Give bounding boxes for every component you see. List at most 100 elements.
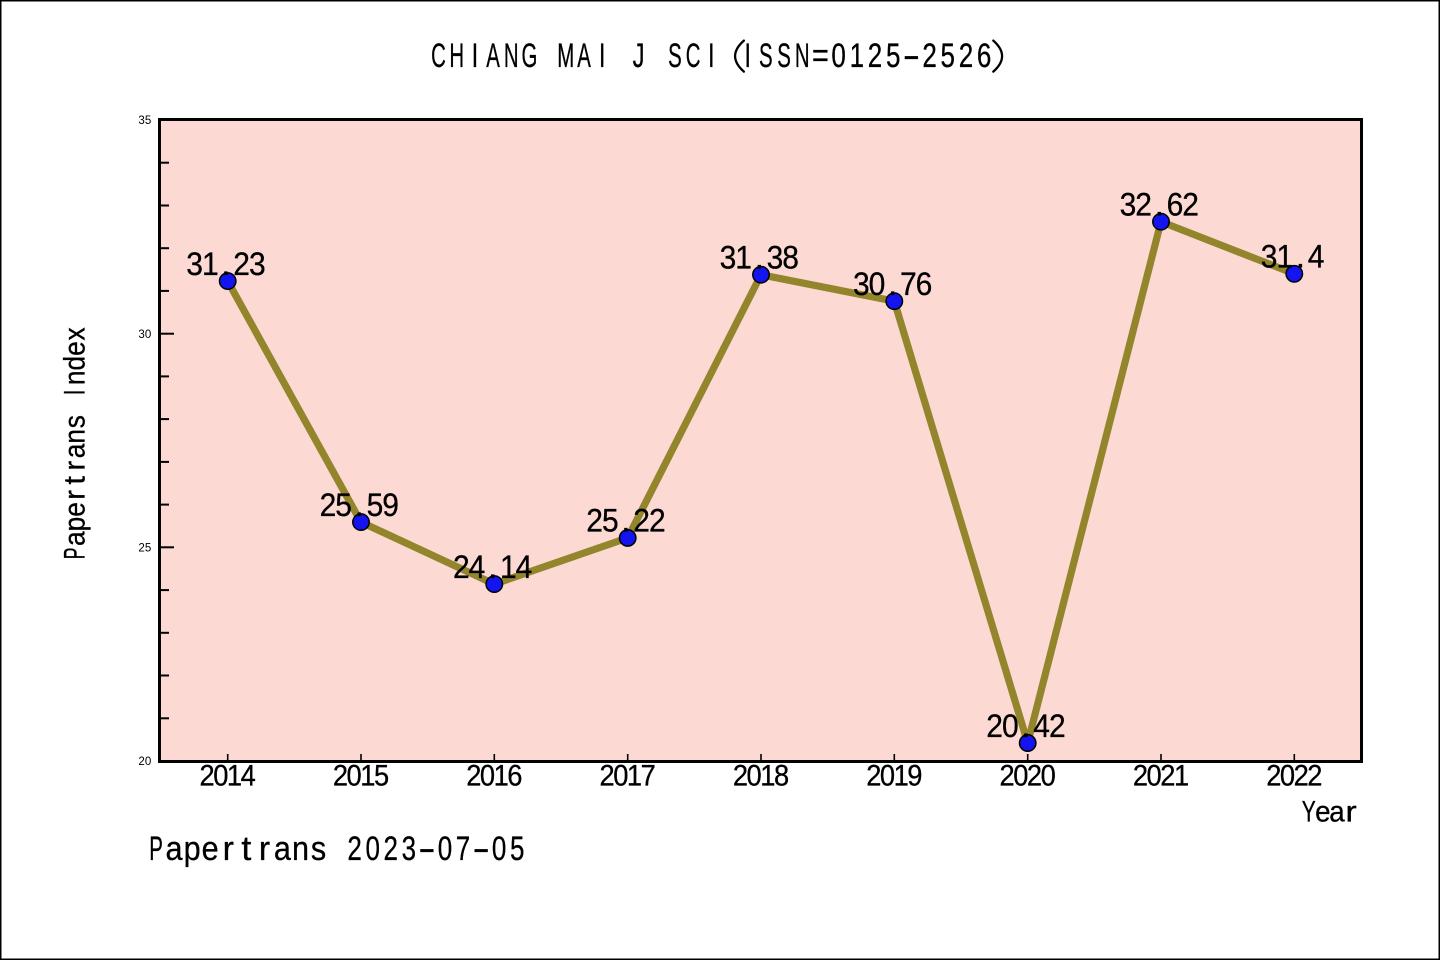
svg-text:2: 2 <box>1135 186 1152 222</box>
svg-text:5: 5 <box>374 759 389 792</box>
svg-text:0: 0 <box>365 831 379 868</box>
svg-text:p: p <box>184 830 201 868</box>
svg-text:1: 1 <box>850 38 864 75</box>
svg-text:I: I <box>472 37 479 75</box>
svg-text:.: . <box>1296 238 1305 275</box>
svg-text:1: 1 <box>627 759 642 792</box>
svg-text:0: 0 <box>213 759 228 792</box>
svg-text:3: 3 <box>138 328 144 341</box>
svg-text:2: 2 <box>453 549 470 585</box>
svg-text:6: 6 <box>1167 186 1184 222</box>
svg-text:2: 2 <box>384 831 398 868</box>
svg-text:.: . <box>1021 707 1030 744</box>
svg-text:2: 2 <box>922 38 936 75</box>
svg-text:a: a <box>58 443 91 458</box>
svg-text:7: 7 <box>456 831 470 868</box>
svg-text:5: 5 <box>602 503 619 539</box>
svg-text:0: 0 <box>1013 759 1028 792</box>
svg-text:2: 2 <box>466 759 481 792</box>
svg-text:.: . <box>488 548 497 585</box>
svg-text:1: 1 <box>1276 238 1293 274</box>
svg-text:r: r <box>1345 796 1356 828</box>
svg-text:2: 2 <box>333 759 348 792</box>
svg-text:s: s <box>311 830 326 868</box>
svg-text:.: . <box>1155 186 1164 223</box>
svg-text:2: 2 <box>1266 759 1281 792</box>
svg-text:0: 0 <box>145 755 152 768</box>
svg-text:7: 7 <box>900 266 917 302</box>
svg-text:n: n <box>292 830 309 868</box>
svg-text:r: r <box>223 830 234 868</box>
svg-text:5: 5 <box>886 38 900 75</box>
svg-text:a: a <box>1329 796 1345 829</box>
svg-text:e: e <box>58 341 91 356</box>
svg-text:C: C <box>431 37 446 75</box>
svg-text:5: 5 <box>335 487 352 523</box>
svg-text:x: x <box>58 327 91 340</box>
svg-text:0: 0 <box>1002 708 1019 744</box>
svg-text:-: - <box>418 830 436 868</box>
svg-text:1: 1 <box>500 549 517 585</box>
svg-text:3: 3 <box>186 246 203 282</box>
svg-text:3: 3 <box>767 239 784 275</box>
svg-text:2: 2 <box>1049 708 1066 744</box>
svg-text:0: 0 <box>869 266 886 302</box>
svg-text:6: 6 <box>507 759 522 792</box>
svg-text:r: r <box>259 830 270 868</box>
svg-text:S: S <box>777 37 791 75</box>
svg-text:I: I <box>708 37 715 75</box>
svg-text:2: 2 <box>600 759 615 792</box>
svg-text:5: 5 <box>510 831 524 868</box>
svg-text:3: 3 <box>249 246 266 282</box>
svg-text:P: P <box>149 830 163 868</box>
svg-text:Y: Y <box>1302 796 1316 828</box>
svg-text:4: 4 <box>1033 708 1050 744</box>
svg-text:S: S <box>668 37 682 75</box>
svg-text:3: 3 <box>853 266 870 302</box>
svg-text:6: 6 <box>916 266 933 302</box>
svg-text:0: 0 <box>747 759 762 792</box>
svg-text:1: 1 <box>360 759 375 792</box>
svg-text:3: 3 <box>1261 238 1278 274</box>
svg-text:2: 2 <box>633 503 650 539</box>
svg-text:2: 2 <box>959 38 973 75</box>
svg-text:1: 1 <box>894 759 909 792</box>
svg-text:-: - <box>472 830 490 868</box>
svg-text:2: 2 <box>1000 759 1015 792</box>
svg-text:4: 4 <box>1308 238 1325 274</box>
svg-text:5: 5 <box>941 38 955 75</box>
svg-text:A: A <box>486 37 500 75</box>
svg-text:I: I <box>744 37 751 75</box>
svg-text:0: 0 <box>145 328 152 341</box>
svg-text:8: 8 <box>774 759 789 792</box>
svg-text:r: r <box>60 460 92 470</box>
svg-text:2: 2 <box>1294 759 1309 792</box>
svg-text:-: - <box>903 37 921 75</box>
svg-text:2: 2 <box>733 759 748 792</box>
svg-text:0: 0 <box>880 759 895 792</box>
svg-text:3: 3 <box>402 831 416 868</box>
svg-text:3: 3 <box>1120 186 1137 222</box>
svg-text:H: H <box>449 37 464 75</box>
svg-text:5: 5 <box>145 541 151 554</box>
svg-text:e: e <box>202 830 219 868</box>
svg-text:a: a <box>274 830 291 868</box>
svg-text:p: p <box>58 517 91 532</box>
svg-text:N: N <box>504 37 519 75</box>
svg-text:9: 9 <box>907 759 922 792</box>
svg-text:1: 1 <box>202 246 219 282</box>
svg-text:0: 0 <box>613 759 628 792</box>
svg-text:2: 2 <box>320 487 337 523</box>
svg-text:2: 2 <box>138 541 144 554</box>
svg-text:1: 1 <box>760 759 775 792</box>
svg-text:e: e <box>1315 796 1330 829</box>
svg-text:I: I <box>59 390 91 396</box>
svg-text:t: t <box>59 475 91 484</box>
svg-text:2: 2 <box>1182 186 1199 222</box>
svg-text:5: 5 <box>145 114 151 127</box>
svg-text:I: I <box>599 37 606 75</box>
svg-text:2: 2 <box>1160 759 1175 792</box>
svg-text:2: 2 <box>200 759 215 792</box>
svg-text:2: 2 <box>233 246 250 282</box>
svg-text:a: a <box>166 830 183 868</box>
